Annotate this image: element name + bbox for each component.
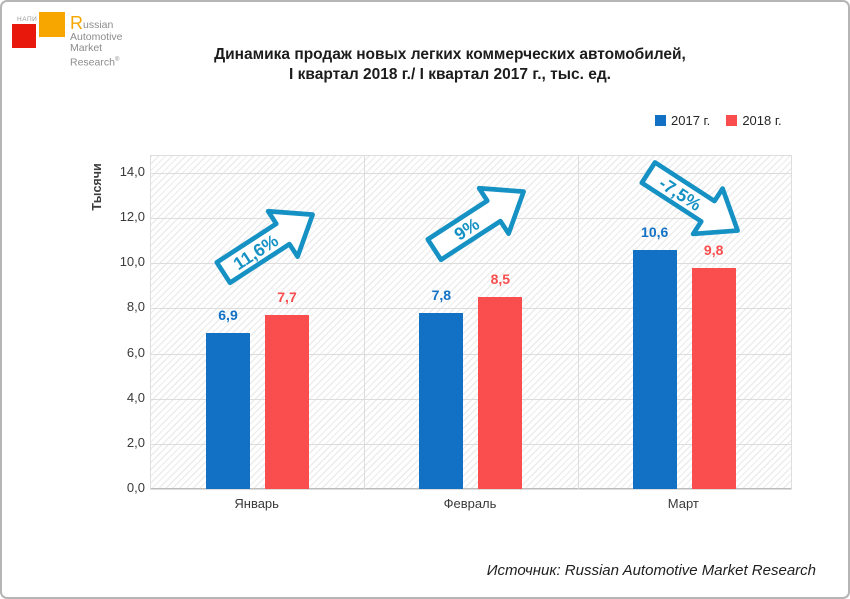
category-gridline <box>577 156 579 489</box>
logo-big-r: R <box>70 13 83 33</box>
gridline <box>151 308 791 310</box>
bar-value-label: 8,5 <box>490 271 511 288</box>
registered-mark: ® <box>114 56 120 63</box>
legend-item-2017: 2017 г. <box>655 113 710 128</box>
logo-wordmark-line: Russian <box>70 13 114 33</box>
napi-text: НАПИ <box>17 16 38 23</box>
growth-arrow-february: 9% <box>414 162 545 279</box>
chart-title-line1: Динамика продаж новых легких коммерчески… <box>214 46 686 63</box>
y-tick-label: 8,0 <box>126 299 145 315</box>
category-gridline <box>364 156 366 489</box>
logo-wordmark-line: Market <box>70 42 103 54</box>
y-tick-label: 14,0 <box>119 164 145 179</box>
bar-value-label: 7,8 <box>431 286 452 303</box>
bar-2017-cat1 <box>419 312 464 489</box>
decline-arrow-march: -7,5% <box>628 143 759 260</box>
legend-swatch <box>726 115 738 126</box>
down-arrow-icon: -7,5% <box>639 160 740 237</box>
y-tick-label: 2,0 <box>126 434 145 450</box>
source-attribution: Источник: Russian Automotive Market Rese… <box>486 562 816 579</box>
legend-label: 2017 г. <box>671 113 711 128</box>
legend-label: 2018 г. <box>742 113 782 128</box>
y-tick-label: 0,0 <box>126 480 145 495</box>
growth-arrow-january: 11,6% <box>203 185 334 302</box>
x-tick-label: Февраль <box>443 496 497 511</box>
legend: 2017 г. 2018 г. <box>655 113 782 128</box>
gridline <box>151 173 791 174</box>
y-tick-label: 4,0 <box>126 389 145 405</box>
up-arrow-icon: 11,6% <box>214 208 315 286</box>
bar-value-label: 10,6 <box>641 223 669 240</box>
gridline <box>151 353 791 355</box>
logo: НАПИ Russian Automotive Market Research® <box>12 12 232 97</box>
bar-2017-cat0 <box>206 333 250 489</box>
gridline <box>151 398 791 400</box>
bar-2018-cat1 <box>478 297 523 489</box>
up-arrow-icon: 9% <box>425 185 526 263</box>
bar-2018-cat2 <box>691 267 736 489</box>
logo-wordmark-line: Research® <box>70 56 120 68</box>
gridline <box>151 443 791 445</box>
y-tick-label: 12,0 <box>119 209 145 225</box>
chart-title: Динамика продаж новых легких коммерчески… <box>170 45 730 85</box>
bar-value-label: 7,7 <box>277 289 297 306</box>
logo-orange-square <box>39 12 65 37</box>
gridline <box>151 263 791 265</box>
y-tick-label: 6,0 <box>126 344 145 360</box>
logo-red-square <box>12 24 36 48</box>
legend-item-2018: 2018 г. <box>726 113 782 128</box>
y-tick-label: 10,0 <box>119 254 145 270</box>
legend-swatch <box>655 115 666 126</box>
x-tick-label: Март <box>667 496 699 511</box>
chart-title-line2: I квартал 2018 г./ I квартал 2017 г., ты… <box>289 66 611 83</box>
x-tick-label: Январь <box>234 496 279 511</box>
x-axis-line <box>151 488 791 489</box>
bar-2017-cat2 <box>632 249 677 489</box>
bar-value-label: 6,9 <box>218 307 238 324</box>
bar-value-label: 9,8 <box>703 241 724 258</box>
logo-wordmark: Russian Automotive Market Research® <box>70 13 123 69</box>
bar-2018-cat0 <box>265 315 309 489</box>
logo-wordmark-line: Automotive <box>70 30 123 43</box>
